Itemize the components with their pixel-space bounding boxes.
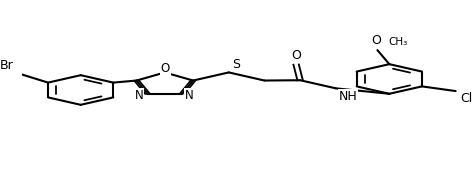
Text: Cl: Cl <box>460 92 472 105</box>
Text: O: O <box>291 49 301 62</box>
Text: O: O <box>372 34 381 47</box>
Text: NH: NH <box>338 90 357 103</box>
Text: S: S <box>232 58 240 71</box>
Text: N: N <box>185 89 193 102</box>
Text: O: O <box>161 62 170 75</box>
Text: N: N <box>135 89 144 102</box>
Text: CH₃: CH₃ <box>389 37 408 48</box>
Text: Br: Br <box>0 59 14 72</box>
